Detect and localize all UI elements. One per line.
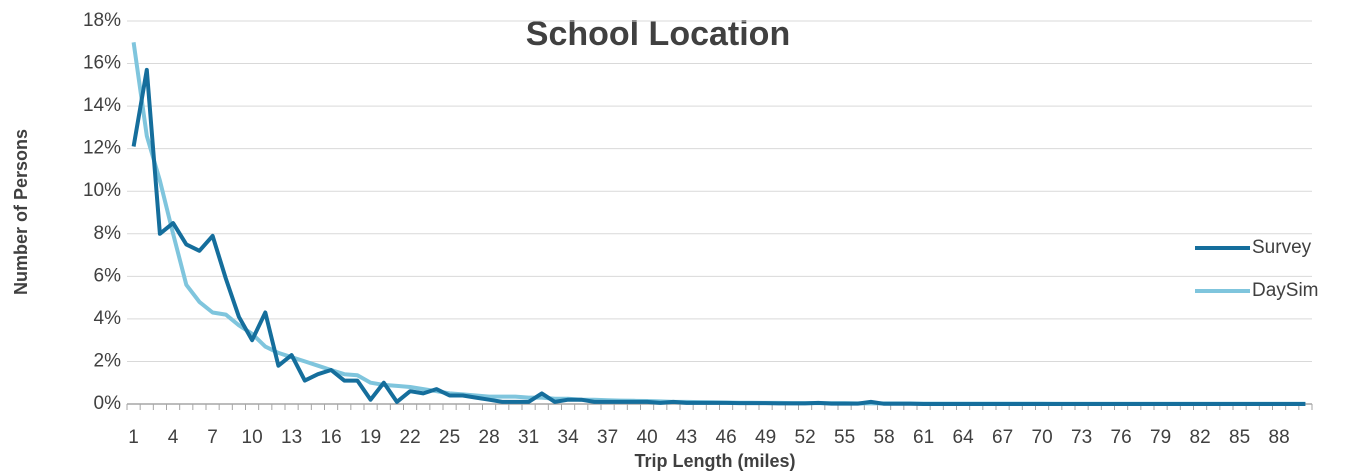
y-tick-label: 6% <box>94 265 122 286</box>
x-tick-label: 28 <box>479 427 500 448</box>
x-tick-label: 22 <box>400 427 421 448</box>
x-tick-label: 55 <box>834 427 855 448</box>
x-tick-label: 25 <box>439 427 460 448</box>
series-line <box>131 67 1306 406</box>
x-axis-label: Trip Length (miles) <box>634 451 795 471</box>
x-tick-label: 88 <box>1269 427 1290 448</box>
y-tick-label: 0% <box>94 393 122 414</box>
y-tick-label: 10% <box>83 180 121 201</box>
y-tick-label: 4% <box>94 308 122 329</box>
x-tick-label: 58 <box>874 427 895 448</box>
y-tick-label: 12% <box>83 138 121 159</box>
y-axis-label: Number of Persons <box>11 129 31 295</box>
y-tick-label: 18% <box>83 10 121 31</box>
y-tick-label: 14% <box>83 95 121 116</box>
x-tick-label: 31 <box>518 427 539 448</box>
series-line <box>131 42 1306 406</box>
x-tick-label: 1 <box>128 427 139 448</box>
x-tick-label: 49 <box>755 427 776 448</box>
x-tick-label: 16 <box>321 427 342 448</box>
x-tick-label: 43 <box>676 427 697 448</box>
y-tick-label: 8% <box>94 223 122 244</box>
x-tick-label: 19 <box>360 427 381 448</box>
x-tick-label: 52 <box>795 427 816 448</box>
x-tick-label: 67 <box>992 427 1013 448</box>
y-tick-label: 16% <box>83 53 121 74</box>
x-tick-label: 37 <box>597 427 618 448</box>
x-tick-label: 13 <box>281 427 302 448</box>
x-tick-label: 10 <box>242 427 263 448</box>
y-tick-label: 2% <box>94 350 122 371</box>
x-tick-label: 85 <box>1229 427 1250 448</box>
x-tick-label: 61 <box>913 427 934 448</box>
x-tick-label: 82 <box>1190 427 1211 448</box>
x-tick-label: 40 <box>637 427 658 448</box>
x-tick-label: 64 <box>953 427 975 448</box>
x-tick-label: 76 <box>1111 427 1132 448</box>
x-tick-label: 46 <box>716 427 737 448</box>
legend-label: Survey <box>1252 237 1312 258</box>
legend-label: DaySim <box>1252 280 1319 301</box>
x-tick-label: 34 <box>558 427 580 448</box>
x-tick-label: 79 <box>1150 427 1171 448</box>
x-tick-label: 73 <box>1071 427 1092 448</box>
x-tick-label: 7 <box>207 427 218 448</box>
x-tick-label: 70 <box>1032 427 1053 448</box>
x-tick-label: 4 <box>168 427 179 448</box>
